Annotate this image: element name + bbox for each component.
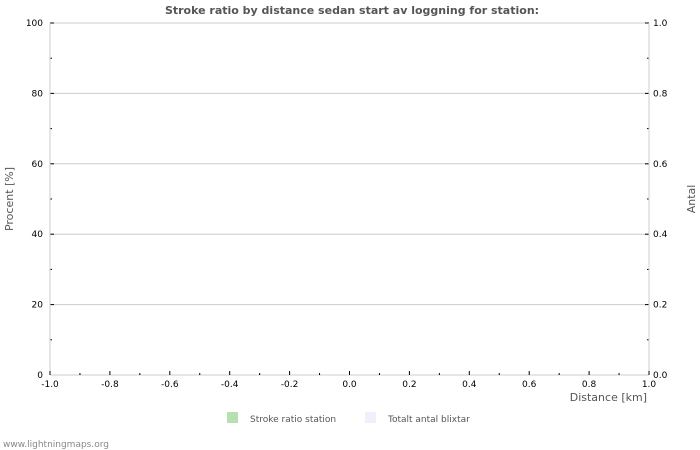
y-tick-label: 20 [32,301,44,311]
y-tick-label: 60 [32,160,44,170]
x-tick-label: -0.4 [221,380,239,390]
x-tick-label: 0.6 [522,380,537,390]
x-tick-label: -0.6 [161,380,179,390]
y-tick-label: 0 [37,371,43,381]
legend-label-stroke-ratio: Stroke ratio station [250,415,336,425]
x-tick-label: -1.0 [41,380,59,390]
y2-tick-label: 0.2 [653,301,667,311]
x-tick-label: -0.8 [101,380,119,390]
x-tick-label: 0.2 [402,380,416,390]
y-tick-label: 40 [32,230,44,240]
legend-swatch-stroke-ratio [227,412,238,423]
y2-tick-label: 0.8 [653,89,668,99]
y2-tick-label: 0.4 [653,230,668,240]
legend-swatch-total [365,412,376,423]
x-tick-label: 0.4 [462,380,477,390]
footer-watermark: www.lightningmaps.org [3,440,109,450]
x-tick-label: 0.0 [342,380,357,390]
y-axis-label: Procent [%] [3,167,16,231]
y2-axis-label: Antal [685,185,698,214]
x-tick-label: 1.0 [642,380,657,390]
y-tick-label: 80 [32,89,44,99]
x-tick-label: -0.2 [281,380,299,390]
y2-tick-label: 0.6 [653,160,668,170]
y-tick-label: 100 [26,19,43,29]
chart-title: Stroke ratio by distance sedan start av … [165,4,539,17]
x-tick-label: 0.8 [582,380,597,390]
y2-tick-label: 1.0 [653,19,668,29]
legend-label-total: Totalt antal blixtar [387,415,470,425]
y2-tick-label: 0.0 [653,371,668,381]
x-axis-label: Distance [km] [570,391,647,404]
